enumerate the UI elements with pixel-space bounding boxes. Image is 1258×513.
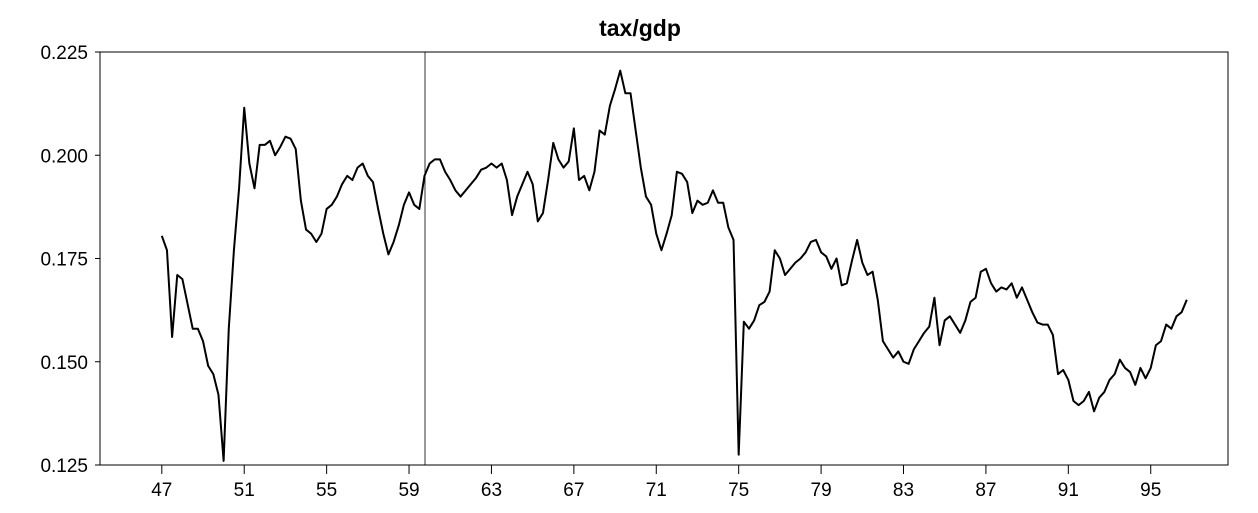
x-tick-label: 83 — [893, 480, 914, 501]
x-tick-label: 71 — [646, 480, 667, 501]
series-line — [160, 69, 1188, 462]
x-tick-label: 63 — [481, 480, 502, 501]
chart-title: tax/gdp — [599, 15, 681, 41]
x-tick-label: 91 — [1058, 480, 1079, 501]
x-tick-label: 95 — [1140, 480, 1161, 501]
y-tick-label: 0.125 — [40, 456, 88, 477]
y-tick-label: 0.175 — [40, 250, 88, 271]
x-tick-label: 59 — [398, 480, 419, 501]
plot-frame — [99, 51, 1229, 466]
x-tick-label: 75 — [728, 480, 749, 501]
x-tick-label: 67 — [563, 480, 584, 501]
x-tick-label: 51 — [234, 480, 255, 501]
x-tick-label: 87 — [975, 480, 996, 501]
x-tick-label: 79 — [811, 480, 832, 501]
y-tick-label: 0.225 — [40, 43, 88, 64]
y-tick-label: 0.150 — [40, 353, 88, 374]
y-tick-label: 0.200 — [40, 146, 88, 167]
x-tick-label: 47 — [151, 480, 172, 501]
x-tick-label: 55 — [316, 480, 337, 501]
